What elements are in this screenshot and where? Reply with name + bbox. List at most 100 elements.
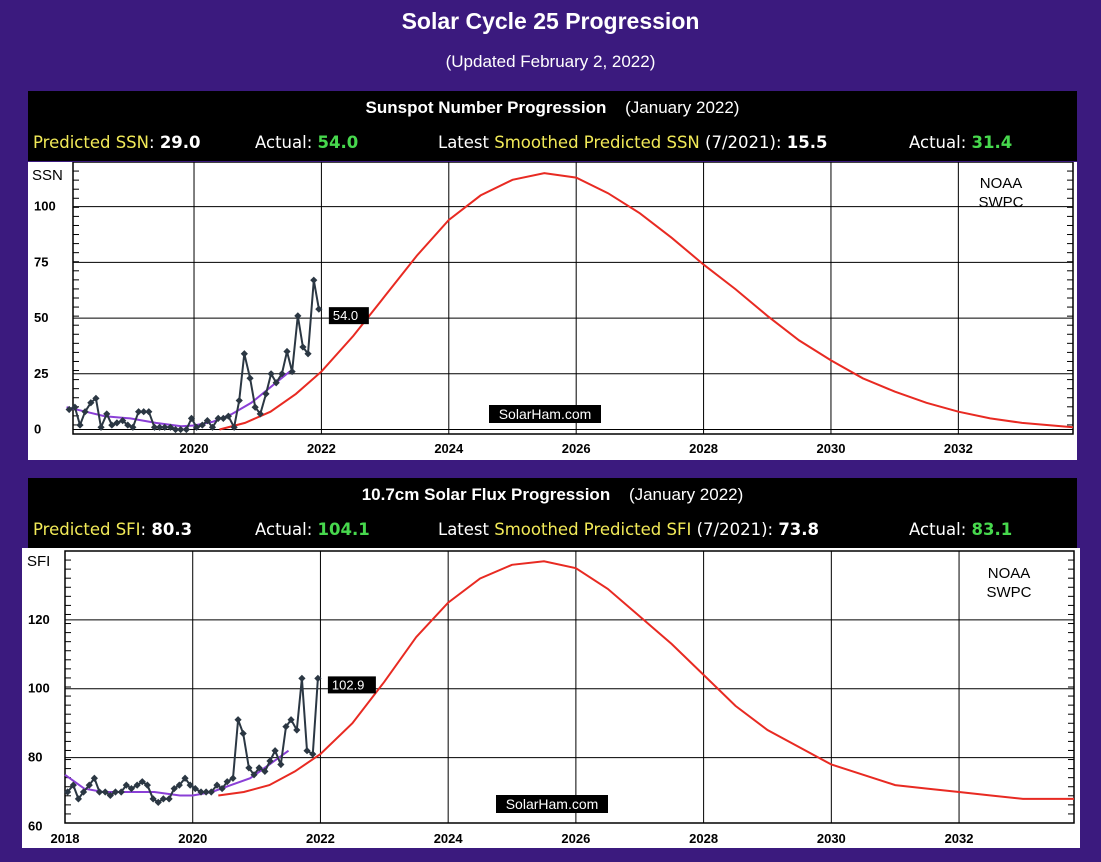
sfi-monthly-point [106,791,114,800]
ssn-monthly-point [119,417,127,425]
ssn-watermark: SolarHam.com [499,406,592,422]
ssn-monthly-point [262,390,270,398]
ssn-x-tick-label: 2028 [689,441,718,456]
ssn-smoothed-value: 15.5 [786,133,828,152]
ssn-monthly-point [310,276,318,284]
ssn-monthly-point [203,417,211,425]
ssn-latest-label: 54.0 [333,308,358,323]
ssn-x-tick-label: 2020 [180,441,209,456]
ssn-monthly-point [251,403,259,411]
sfi-smoothed-date: (7/2021) [696,520,768,539]
sfi-monthly-point [239,729,247,738]
sfi-smoothed-label: Smoothed Predicted SFI [494,520,692,539]
ssn-actual-label: Actual [255,133,307,152]
sfi-source-label: SWPC [987,584,1032,601]
sfi-panel-header: 10.7cm Solar Flux Progression (January 2… [28,478,1077,548]
sfi-chart: 60 80 100 120 2018 2020 2022 2024 2026 2028 2030 20… [22,548,1080,848]
sfi-monthly-point [261,767,269,775]
ssn-predicted-curve [219,172,1074,431]
ssn-smoothed-actual-label: Actual [909,133,961,152]
sfi-monthly-point [314,674,322,682]
sfi-actual-value: 104.1 [317,520,370,539]
ssn-smoothed-prefix: Latest [438,133,489,152]
ssn-panel-header: Sunspot Number Progression (January 2022… [28,91,1077,161]
sfi-latest-label-box [327,676,376,694]
ssn-monthly-point [182,425,190,434]
ssn-monthly-point [198,421,206,429]
sfi-y-tick-label: 120 [28,612,50,627]
ssn-monthly-point [97,423,105,431]
sfi-predicted-value: 80.3 [151,520,193,539]
sfi-monthly-point [287,716,295,724]
ssn-x-tick-label: 2024 [434,441,464,456]
sfi-smoothed-value: 73.8 [778,520,820,539]
ssn-monthly-point [219,414,227,422]
ssn-chart: 0 25 50 75 100 2020 2022 2024 2026 2028 2030 2032 SS… [28,161,1077,460]
ssn-monthly-point [283,347,291,356]
sfi-actual-label: Actual [255,520,307,539]
sfi-predicted-label: Predicted SFI [33,520,141,539]
ssn-monthly-point [192,423,201,431]
ssn-y-tick-label: 25 [34,366,48,381]
ssn-y-tick-label: 50 [34,310,48,325]
ssn-monthly-point [161,423,169,431]
ssn-monthly-point [294,312,302,320]
ssn-y-tick-label: 75 [34,254,48,269]
ssn-stat-row: Predicted SSN: 29.0 Actual: 54.0 Latest … [33,133,1013,152]
ssn-monthly-point [208,423,217,431]
sfi-monthly-point [245,764,253,772]
sfi-monthly-point [223,778,231,786]
sfi-chart-svg: 60 80 100 120 2018 2020 2022 2024 2026 2028 2030 20… [27,550,1075,846]
ssn-predicted-value: 29.0 [159,133,201,152]
sfi-x-tick-label: 2028 [689,831,718,846]
sfi-monthly-point [213,781,221,789]
ssn-monthly-point [272,379,280,387]
ssn-x-tick-label: 2030 [817,441,846,456]
ssn-smoothed-actual-value: 31.4 [971,133,1013,152]
sfi-y-tick-label: 60 [28,818,42,833]
sfi-y-tick-label: 100 [28,681,50,696]
ssn-monthly-point [145,408,153,416]
sfi-source-label: NOAA [988,565,1031,582]
sfi-monthly-point [271,747,279,755]
sfi-x-tick-label: 2024 [434,831,464,846]
ssn-period: (January 2022) [625,98,740,117]
sfi-monthly-point [165,795,173,803]
ssn-watermark-box [489,405,601,423]
ssn-monthly-point [113,419,121,427]
ssn-x-tick-label: 2026 [562,441,591,456]
ssn-monthly-point [224,412,233,420]
ssn-monthly-point [171,425,180,434]
sfi-y-axis-label: SFI [27,553,50,570]
ssn-x-tick-label: 2022 [307,441,336,456]
sfi-monthly-point [143,781,151,789]
ssn-monthly-point [129,423,137,431]
ssn-monthly-point [150,423,159,431]
ssn-monthly-point [156,423,164,431]
sfi-predicted-curve [218,560,1074,800]
ssn-y-tick-label: 0 [34,422,41,437]
sfi-monthly-point [277,760,285,769]
sfi-x-tick-label: 2018 [51,831,80,846]
sfi-monthly-point [186,781,194,789]
ssn-monthly-point [246,374,254,382]
ssn-monthly-point [214,414,222,422]
ssn-chart-svg: 0 25 50 75 100 2020 2022 2024 2026 2028 2030 2032 SS… [32,161,1074,456]
ssn-monthly-point [166,423,175,431]
sfi-smoothed-actual-label: Actual [909,520,961,539]
page-subtitle: (Updated February 2, 2022) [445,52,656,71]
ssn-monthly-point [235,396,243,405]
ssn-monthly-point [230,423,238,431]
sfi-watermark: SolarHam.com [506,796,599,812]
sfi-monthly-point [74,795,83,803]
ssn-monthly-point [108,421,116,429]
sfi-x-tick-label: 2032 [945,831,974,846]
sfi-stat-row: Predicted SFI: 80.3 Actual: 104.1 Latest… [33,520,1013,539]
ssn-monthly-point [187,414,196,422]
ssn-latest-label-box [328,307,369,325]
ssn-smoothed-date: (7/2021) [705,133,776,152]
sfi-smoothed-actual-value: 83.1 [971,520,1013,539]
sfi-x-tick-label: 2020 [178,831,207,846]
sfi-monthly-point [175,781,183,789]
sfi-y-tick-label: 80 [28,750,42,765]
